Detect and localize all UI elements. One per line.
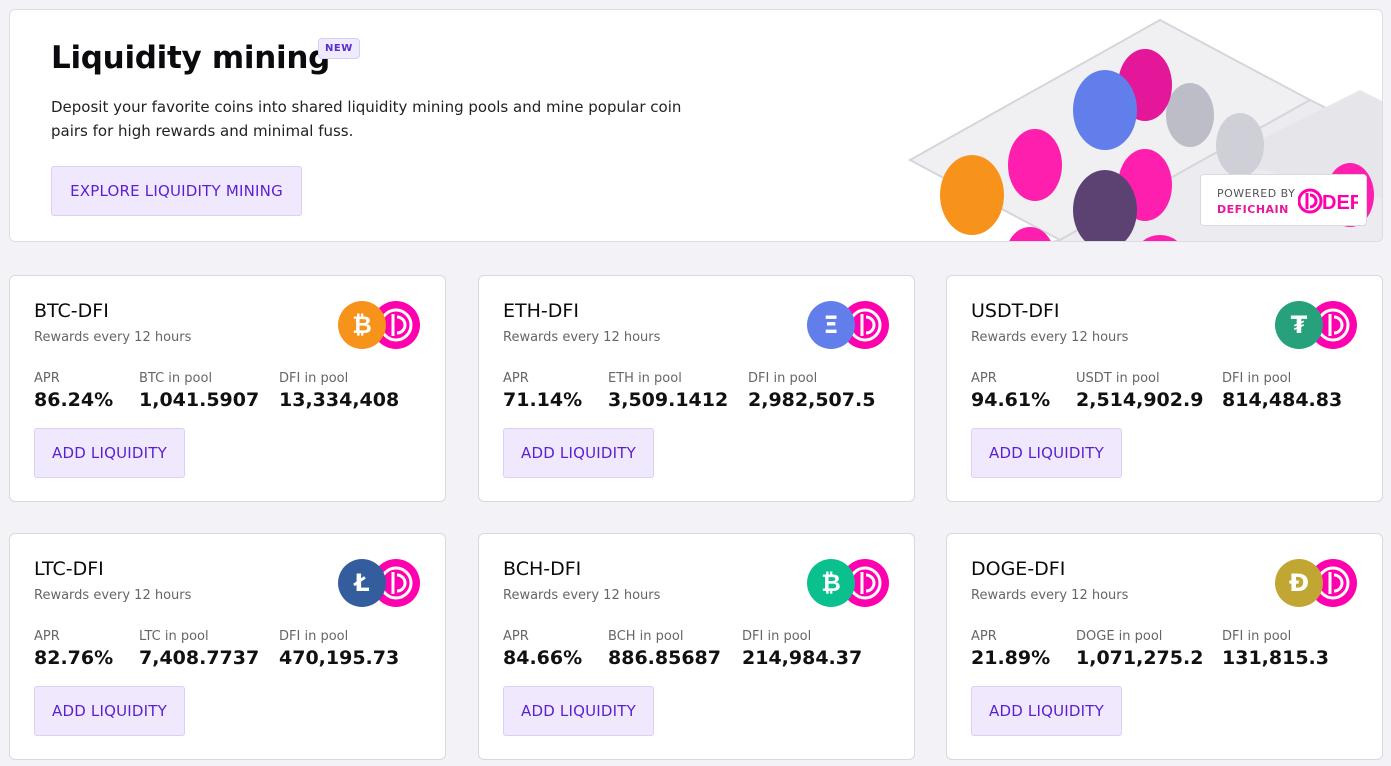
apr-label: APR — [971, 629, 997, 644]
dfi-in-pool-value: 470,195.73 — [279, 647, 400, 669]
powered-by-defichain-badge[interactable]: POWERED BY DEFICHAIN DEFI — [1200, 174, 1367, 226]
add-liquidity-button[interactable]: ADD LIQUIDITY — [503, 428, 654, 478]
dfi-in-pool-label: DFI in pool — [279, 629, 349, 644]
apr-label: APR — [503, 629, 529, 644]
apr-value: 82.76% — [34, 647, 114, 669]
add-liquidity-button[interactable]: ADD LIQUIDITY — [34, 686, 185, 736]
dfi-in-pool-value: 131,815.3 — [1222, 647, 1329, 669]
ethereum-icon: Ξ — [807, 301, 855, 349]
bitcoin-cash-icon: ₿ — [807, 559, 855, 607]
coin-in-pool-label: USDT in pool — [1076, 371, 1160, 386]
defichain-logo: DEFI — [1298, 188, 1358, 214]
defichain-label: DEFICHAIN — [1217, 203, 1289, 216]
pool-pair-name: DOGE-DFI — [971, 558, 1066, 580]
coin-in-pool-value: 2,514,902.9 — [1076, 389, 1204, 411]
pool-card-usdt-dfi: USDT-DFI Rewards every 12 hours APR 94.6… — [946, 275, 1383, 502]
add-liquidity-button[interactable]: ADD LIQUIDITY — [971, 686, 1122, 736]
dfi-in-pool-value: 814,484.83 — [1222, 389, 1343, 411]
pool-pair-name: BCH-DFI — [503, 558, 582, 580]
explore-liquidity-mining-button[interactable]: EXPLORE LIQUIDITY MINING — [51, 166, 302, 216]
coin-in-pool-value: 886.85687 — [608, 647, 721, 669]
apr-value: 21.89% — [971, 647, 1051, 669]
apr-value: 84.66% — [503, 647, 583, 669]
rewards-frequency: Rewards every 12 hours — [34, 330, 192, 345]
pool-pair-name: LTC-DFI — [34, 558, 104, 580]
svg-text:Ð: Ð — [1289, 569, 1309, 597]
pool-card-bch-dfi: BCH-DFI Rewards every 12 hours APR 84.66… — [478, 533, 915, 760]
liquidity-mining-banner: Liquidity mining NEW Deposit your favori… — [9, 9, 1383, 242]
dfi-in-pool-label: DFI in pool — [742, 629, 812, 644]
coin-pair-icons: ₮ — [1275, 301, 1357, 349]
pool-card-btc-dfi: BTC-DFI Rewards every 12 hours APR 86.24… — [9, 275, 446, 502]
rewards-frequency: Rewards every 12 hours — [503, 330, 661, 345]
dfi-in-pool-label: DFI in pool — [279, 371, 349, 386]
apr-label: APR — [34, 371, 60, 386]
dfi-in-pool-label: DFI in pool — [748, 371, 818, 386]
add-liquidity-button[interactable]: ADD LIQUIDITY — [503, 686, 654, 736]
pool-pair-name: BTC-DFI — [34, 300, 109, 322]
coin-in-pool-label: BCH in pool — [608, 629, 684, 644]
page-title: Liquidity mining — [51, 40, 330, 76]
coin-in-pool-label: BTC in pool — [139, 371, 213, 386]
rewards-frequency: Rewards every 12 hours — [503, 588, 661, 603]
apr-label: APR — [503, 371, 529, 386]
new-badge: NEW — [318, 38, 360, 59]
coin-in-pool-value: 1,041.5907 — [139, 389, 260, 411]
coin-in-pool-value: 3,509.1412 — [608, 389, 729, 411]
dfi-in-pool-label: DFI in pool — [1222, 629, 1292, 644]
coin-pair-icons: Ξ — [807, 301, 889, 349]
add-liquidity-button[interactable]: ADD LIQUIDITY — [34, 428, 185, 478]
apr-value: 71.14% — [503, 389, 583, 411]
coin-in-pool-label: LTC in pool — [139, 629, 209, 644]
svg-text:₿: ₿ — [352, 311, 372, 339]
dfi-in-pool-value: 214,984.37 — [742, 647, 863, 669]
powered-by-label: POWERED BY — [1217, 187, 1296, 200]
add-liquidity-button[interactable]: ADD LIQUIDITY — [971, 428, 1122, 478]
apr-label: APR — [34, 629, 60, 644]
dfi-in-pool-value: 13,334,408 — [279, 389, 400, 411]
apr-value: 86.24% — [34, 389, 114, 411]
bitcoin-icon: ₿ — [338, 301, 386, 349]
pool-pair-name: ETH-DFI — [503, 300, 579, 322]
pool-card-ltc-dfi: LTC-DFI Rewards every 12 hours APR 82.76… — [9, 533, 446, 760]
rewards-frequency: Rewards every 12 hours — [34, 588, 192, 603]
litecoin-icon: Ł — [338, 559, 386, 607]
rewards-frequency: Rewards every 12 hours — [971, 588, 1129, 603]
coin-pair-icons: Ð — [1275, 559, 1357, 607]
dfi-in-pool-label: DFI in pool — [1222, 371, 1292, 386]
apr-value: 94.61% — [971, 389, 1051, 411]
coin-pair-icons: ₿ — [338, 301, 420, 349]
dogecoin-icon: Ð — [1275, 559, 1323, 607]
dfi-icon — [841, 559, 889, 607]
coin-in-pool-value: 1,071,275.2 — [1076, 647, 1204, 669]
pool-pair-name: USDT-DFI — [971, 300, 1060, 322]
svg-text:Ł: Ł — [352, 569, 369, 597]
coin-pair-icons: ₿ — [807, 559, 889, 607]
rewards-frequency: Rewards every 12 hours — [971, 330, 1129, 345]
pool-card-eth-dfi: ETH-DFI Rewards every 12 hours APR 71.14… — [478, 275, 915, 502]
svg-text:₿: ₿ — [821, 569, 841, 597]
banner-description: Deposit your favorite coins into shared … — [51, 98, 682, 140]
svg-text:Ξ: Ξ — [823, 311, 838, 339]
svg-text:₮: ₮ — [1291, 311, 1308, 339]
coin-in-pool-value: 7,408.7737 — [139, 647, 260, 669]
dfi-in-pool-value: 2,982,507.5 — [748, 389, 876, 411]
apr-label: APR — [971, 371, 997, 386]
coin-in-pool-label: ETH in pool — [608, 371, 682, 386]
coin-in-pool-label: DOGE in pool — [1076, 629, 1163, 644]
defichain-logo-text: DEFI — [1322, 192, 1358, 214]
coin-pair-icons: Ł — [338, 559, 420, 607]
pool-card-doge-dfi: DOGE-DFI Rewards every 12 hours APR 21.8… — [946, 533, 1383, 760]
tether-icon: ₮ — [1275, 301, 1323, 349]
dfi-icon — [1309, 301, 1357, 349]
